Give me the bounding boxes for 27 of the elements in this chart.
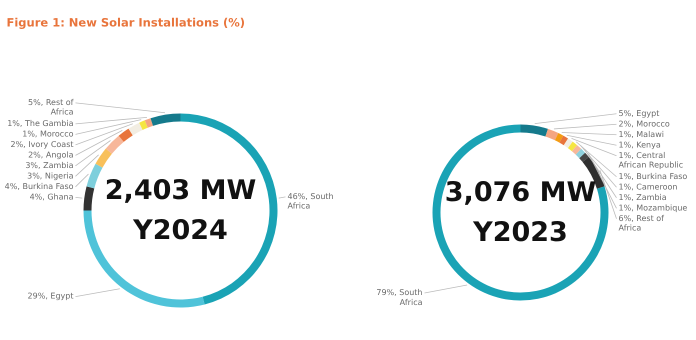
chart-title: Figure 1: New Solar Installations (%) [6,16,246,30]
slice-label: 3%, Zambia [25,160,74,170]
slice-label: 2%, Ivory Coast [10,140,74,149]
slice-label: 3%, Nigeria [27,171,74,180]
slice-label: 1%, Cameroon [618,182,678,192]
slice-label: 1%, The Gambia [7,118,74,128]
slice-label: 79%, South Africa [376,288,423,307]
slice-label: 5%, Egypt [618,108,660,118]
text: 3,076 MW [444,177,596,208]
slice-label: 1%, Burkina Faso [618,172,688,181]
slice-label: 46%, South Africa [288,192,334,211]
slice-label: 6%, Rest of Africa [618,214,664,233]
slice-label: 2%, Angola [28,150,74,160]
slice-label: 1%, Central African Republic [618,150,684,170]
text: Y2024 [132,215,228,246]
slice-label: 2%, Morocco [618,119,670,128]
slice-label: 1%, Morocco [22,129,74,138]
slice-label: 1%, Malawi [618,130,664,139]
slice-label: 1%, Zambia [618,192,667,202]
text: Y2023 [472,217,568,248]
slice-label: 4%, Ghana [30,192,74,202]
slice-label: 5%, Rest of Africa [28,98,74,117]
slice-label: 29%, Egypt [28,292,74,301]
slice-label: 1%, Mozambique [618,203,688,212]
text: 2,403 MW [104,175,256,206]
slice-label: 1%, Kenya [618,140,661,150]
slice-label: 4%, Burkina Faso [4,182,74,191]
